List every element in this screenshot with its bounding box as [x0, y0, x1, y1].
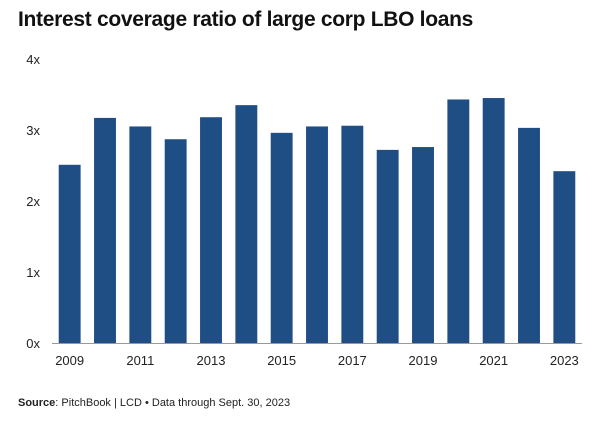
chart-title: Interest coverage ratio of large corp LB…: [18, 8, 474, 31]
bar-2015: [270, 132, 293, 343]
bar-2020: [447, 99, 470, 343]
bar-2019: [412, 147, 434, 343]
source-label: Source: [18, 397, 56, 409]
source-text: : PitchBook | LCD • Data through Sept. 3…: [55, 397, 291, 409]
y-tick-label: 2x: [26, 194, 40, 209]
bar-2010: [94, 117, 116, 344]
bar-2016: [306, 126, 328, 343]
y-tick-label: 4x: [26, 52, 40, 67]
x-tick-label: 2023: [550, 353, 579, 368]
y-tick-label: 1x: [26, 265, 40, 280]
y-axis-labels: 0x 1x 2x 3x 4x: [26, 52, 40, 351]
bar-2022: [518, 127, 540, 344]
y-tick-label: 3x: [26, 123, 40, 138]
bar-2009: [58, 164, 81, 343]
x-tick-label: 2015: [267, 353, 296, 368]
x-tick-label: 2013: [197, 353, 226, 368]
bar-2018: [376, 149, 399, 343]
bar-2012: [164, 139, 187, 343]
bar-2013: [200, 117, 222, 343]
bar-2023: [553, 171, 576, 343]
bar-2017: [341, 125, 364, 344]
source-note: Source: PitchBook | LCD • Data through S…: [18, 397, 290, 409]
bars: [58, 98, 576, 344]
x-axis-labels: 2009 2011 2013 2015 2017 2019 2021 2023: [55, 353, 579, 368]
x-tick-label: 2017: [338, 353, 367, 368]
x-tick-label: 2019: [409, 353, 438, 368]
bar-2021: [482, 98, 505, 343]
bar-2014: [235, 105, 258, 344]
bar-2011: [129, 126, 152, 343]
x-tick-label: 2009: [55, 353, 84, 368]
x-tick-label: 2021: [479, 353, 508, 368]
x-tick-label: 2011: [126, 353, 154, 368]
y-tick-label: 0x: [26, 336, 40, 351]
